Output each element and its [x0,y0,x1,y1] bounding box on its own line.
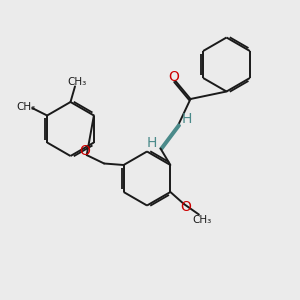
Text: H: H [182,112,192,126]
Text: H: H [147,136,157,150]
Text: CH₃: CH₃ [16,101,35,112]
Text: CH₃: CH₃ [192,215,212,225]
Text: O: O [169,70,179,84]
Text: CH₃: CH₃ [67,76,86,87]
Text: O: O [80,144,90,158]
Text: O: O [180,200,191,214]
